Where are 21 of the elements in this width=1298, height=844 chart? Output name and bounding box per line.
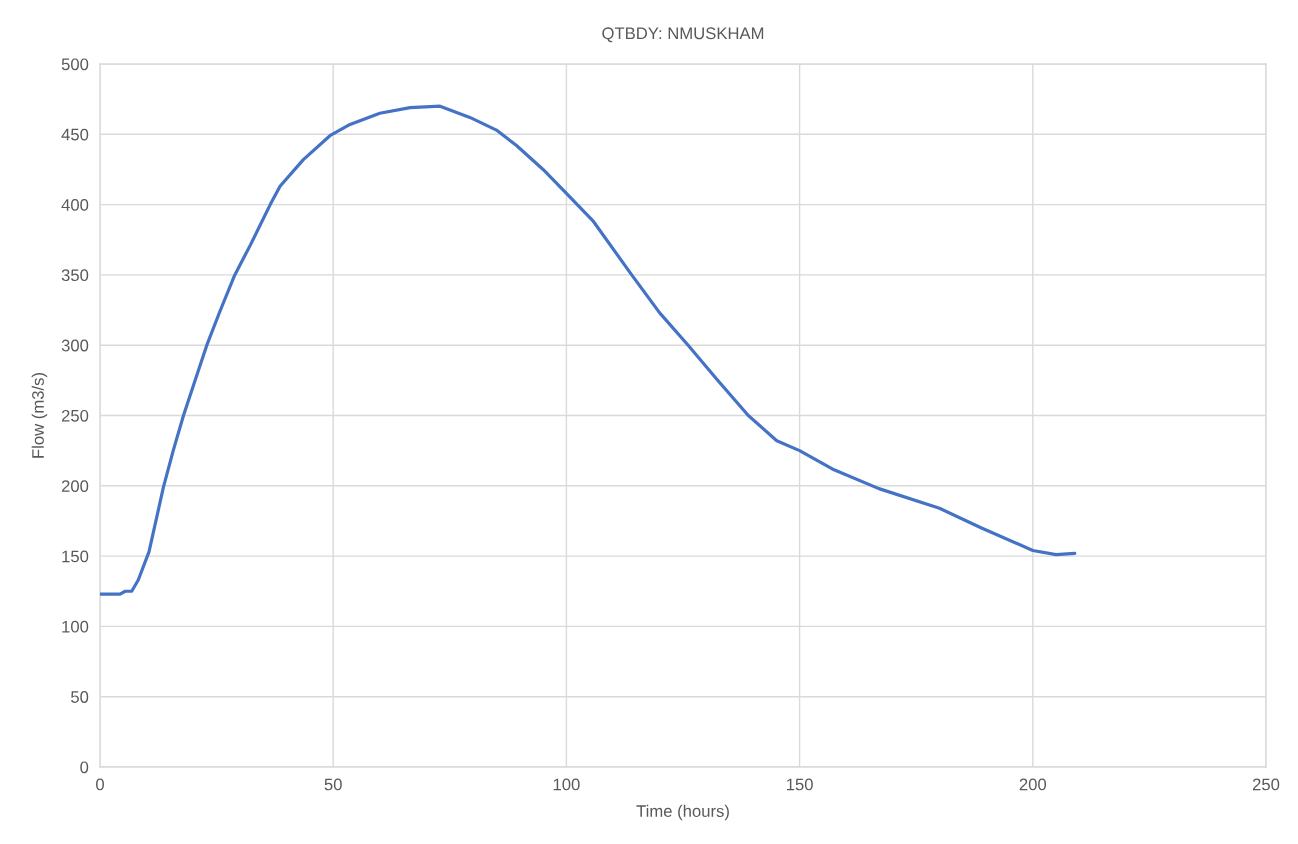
y-tick-label: 350 <box>61 269 89 282</box>
x-tick-label: 250 <box>1252 778 1280 791</box>
y-tick-label: 450 <box>61 128 89 141</box>
y-tick-label: 250 <box>61 409 89 422</box>
y-tick-label: 300 <box>61 339 89 352</box>
y-tick-label: 100 <box>62 620 89 633</box>
x-tick-label: 200 <box>1019 778 1047 791</box>
line-series <box>100 104 1077 596</box>
y-tick-label: 0 <box>80 761 89 774</box>
y-tick-label: 50 <box>71 691 89 703</box>
y-tick-label: 200 <box>61 480 89 492</box>
chart-title: QTBDY: NMUSKHAM <box>602 27 764 43</box>
x-tick-label: 50 <box>324 778 342 791</box>
y-tick-label: 400 <box>61 199 89 211</box>
y-axis-title: Flow (m3/s) <box>31 373 48 458</box>
y-tick-label: 150 <box>62 550 89 563</box>
x-tick-label: 0 <box>96 778 104 791</box>
x-tick-label: 150 <box>786 778 813 791</box>
x-tick-label: 100 <box>553 778 580 791</box>
x-axis-title: Time (hours) <box>636 804 729 821</box>
y-tick-label: 500 <box>61 58 89 71</box>
